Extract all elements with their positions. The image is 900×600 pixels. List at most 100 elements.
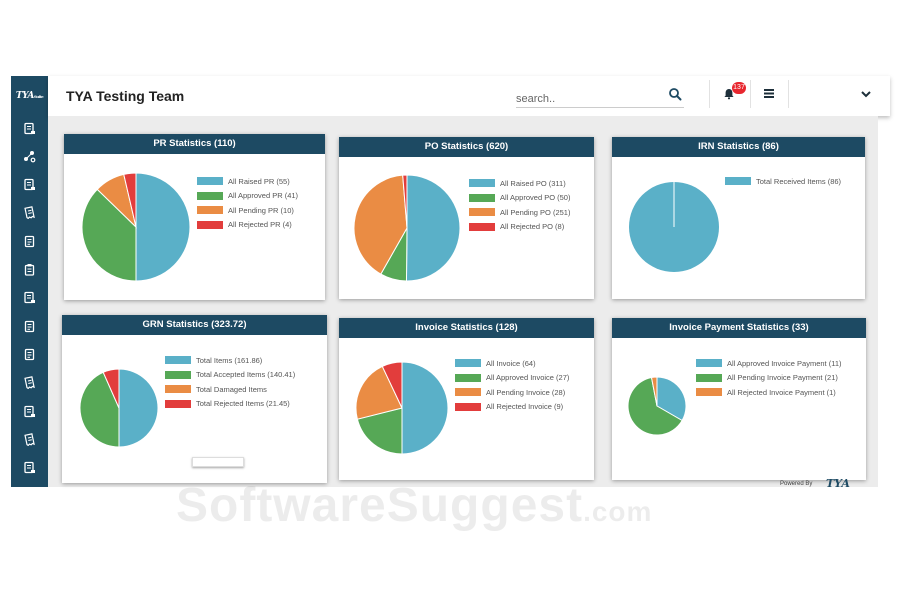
pie-slice[interactable] (135, 172, 191, 282)
legend-label: All Pending Invoice (28) (486, 387, 566, 397)
chevron-down-icon[interactable] (860, 88, 872, 100)
bell-icon[interactable] (723, 88, 735, 100)
pie-chart[interactable] (624, 177, 724, 277)
sidebar-item[interactable] (11, 114, 48, 142)
legend-item[interactable]: Total Accepted Items (140.41) (165, 368, 295, 383)
powered-by-text: Powered By (780, 481, 813, 487)
search-icon[interactable] (668, 87, 682, 101)
chart-legend: Total Items (161.86) Total Accepted Items… (165, 353, 295, 411)
legend-swatch (197, 206, 223, 215)
legend-label: All Invoice (64) (486, 358, 536, 368)
sidebar-item[interactable] (11, 199, 48, 227)
receipt-icon (24, 376, 35, 390)
legend-item[interactable]: All Pending Invoice (28) (455, 385, 569, 400)
sidebar-item[interactable] (11, 256, 48, 284)
legend-swatch (197, 177, 223, 186)
legend-item[interactable]: Total Items (161.86) (165, 353, 295, 368)
sidebar-item[interactable] (11, 369, 48, 397)
legend-item[interactable]: All Rejected PO (8) (469, 220, 570, 235)
legend-item[interactable]: All Invoice (64) (455, 356, 569, 371)
legend-item[interactable]: All Rejected Invoice Payment (1) (696, 385, 842, 400)
watermark-suffix: .com (583, 496, 653, 527)
pie-slice[interactable] (81, 188, 137, 282)
top-header: TYA Testing Team 137 (48, 76, 890, 116)
chart-legend: All Invoice (64) All Approved Invoice (27… (455, 356, 569, 414)
legend-label: All Rejected Invoice (9) (486, 402, 564, 412)
legend-label: All Pending PR (10) (228, 205, 294, 215)
card-title: GRN Statistics (323.72) (62, 315, 327, 335)
legend-item[interactable]: All Raised PR (55) (197, 174, 298, 189)
notification-badge: 137 (732, 82, 746, 94)
legend-label: Total Accepted Items (140.41) (196, 370, 296, 380)
legend-item[interactable]: All Pending PO (251) (469, 205, 570, 220)
pie-slice[interactable] (401, 361, 449, 455)
header-divider (788, 80, 789, 108)
card-footer-button[interactable] (192, 457, 244, 467)
sidebar-item[interactable] (11, 312, 48, 340)
document-icon (24, 348, 35, 361)
legend-label: Total Rejected Items (21.45) (196, 399, 290, 409)
pie-slice[interactable] (356, 407, 403, 455)
pie-chart[interactable] (346, 168, 466, 288)
grn-statistics-card: GRN Statistics (323.72) Total Items (161… (62, 315, 327, 483)
legend-swatch (469, 208, 495, 217)
search-input[interactable] (516, 90, 684, 108)
pie-slice[interactable] (402, 174, 408, 229)
menu-icon[interactable] (764, 89, 774, 98)
pr-statistics-card: PR Statistics (110) All Raised PR (55) Al… (64, 134, 325, 300)
pie-slice[interactable] (355, 365, 403, 420)
legend-swatch (696, 359, 722, 368)
sidebar-item[interactable] (11, 397, 48, 425)
sidebar-item[interactable] (11, 454, 48, 482)
pie-chart[interactable] (70, 360, 170, 460)
legend-swatch (725, 177, 751, 186)
legend-item[interactable]: All Rejected PR (4) (197, 218, 298, 233)
pie-slice[interactable] (353, 174, 408, 275)
legend-item[interactable]: All Raised PO (311) (469, 176, 570, 191)
sidebar-item[interactable] (11, 227, 48, 255)
legend-item[interactable]: All Approved Invoice Payment (11) (696, 356, 842, 371)
legend-label: Total Damaged Items (196, 384, 267, 394)
legend-swatch (696, 373, 722, 382)
legend-label: All Raised PO (311) (500, 178, 566, 188)
sidebar-item[interactable] (11, 284, 48, 312)
legend-label: All Approved PR (41) (228, 191, 299, 201)
pie-slice[interactable] (381, 361, 403, 409)
pie-slice[interactable] (123, 172, 137, 228)
chart-legend: All Raised PO (311) All Approved PO (50) A… (469, 176, 570, 234)
sidebar-item[interactable] (11, 142, 48, 170)
pie-slice[interactable] (627, 376, 683, 436)
legend-item[interactable]: Total Rejected Items (21.45) (165, 397, 295, 412)
pie-chart[interactable] (624, 373, 694, 443)
legend-item[interactable]: All Approved PR (41) (197, 189, 298, 204)
sidebar-item[interactable] (11, 171, 48, 199)
legend-label: All Rejected Invoice Payment (1) (727, 387, 836, 397)
legend-item[interactable]: All Approved Invoice (27) (455, 371, 569, 386)
invoice-payment-statistics-card: Invoice Payment Statistics (33) All Appr… (612, 318, 866, 480)
legend-item[interactable]: Total Damaged Items (165, 382, 295, 397)
legend-item[interactable]: All Approved PO (50) (469, 191, 570, 206)
document-icon (24, 235, 35, 247)
app-logo[interactable]: TYASuite (15, 91, 44, 101)
pie-chart[interactable] (347, 353, 457, 463)
legend-swatch (469, 222, 495, 231)
pie-slice[interactable] (650, 376, 658, 407)
legend-item[interactable]: Total Received Items (86) (725, 174, 841, 189)
sidebar-item[interactable] (11, 425, 48, 453)
pie-slice[interactable] (405, 174, 461, 282)
legend-item[interactable]: All Pending Invoice Payment (21) (696, 371, 842, 386)
legend-item[interactable]: All Rejected Invoice (9) (455, 400, 569, 415)
legend-label: All Approved Invoice (27) (486, 373, 570, 383)
pie-chart[interactable] (76, 167, 196, 287)
pie-slice[interactable] (79, 371, 120, 448)
pie-slice[interactable] (102, 368, 120, 409)
legend-label: All Rejected PO (8) (500, 222, 565, 232)
document-stack-icon (24, 178, 35, 191)
legend-item[interactable]: All Pending PR (10) (197, 203, 298, 218)
sidebar-item[interactable] (11, 340, 48, 368)
legend-swatch (455, 359, 481, 368)
watermark-text: SoftwareSuggest (176, 479, 584, 532)
pie-slice[interactable] (118, 368, 159, 448)
legend-swatch (197, 220, 223, 229)
